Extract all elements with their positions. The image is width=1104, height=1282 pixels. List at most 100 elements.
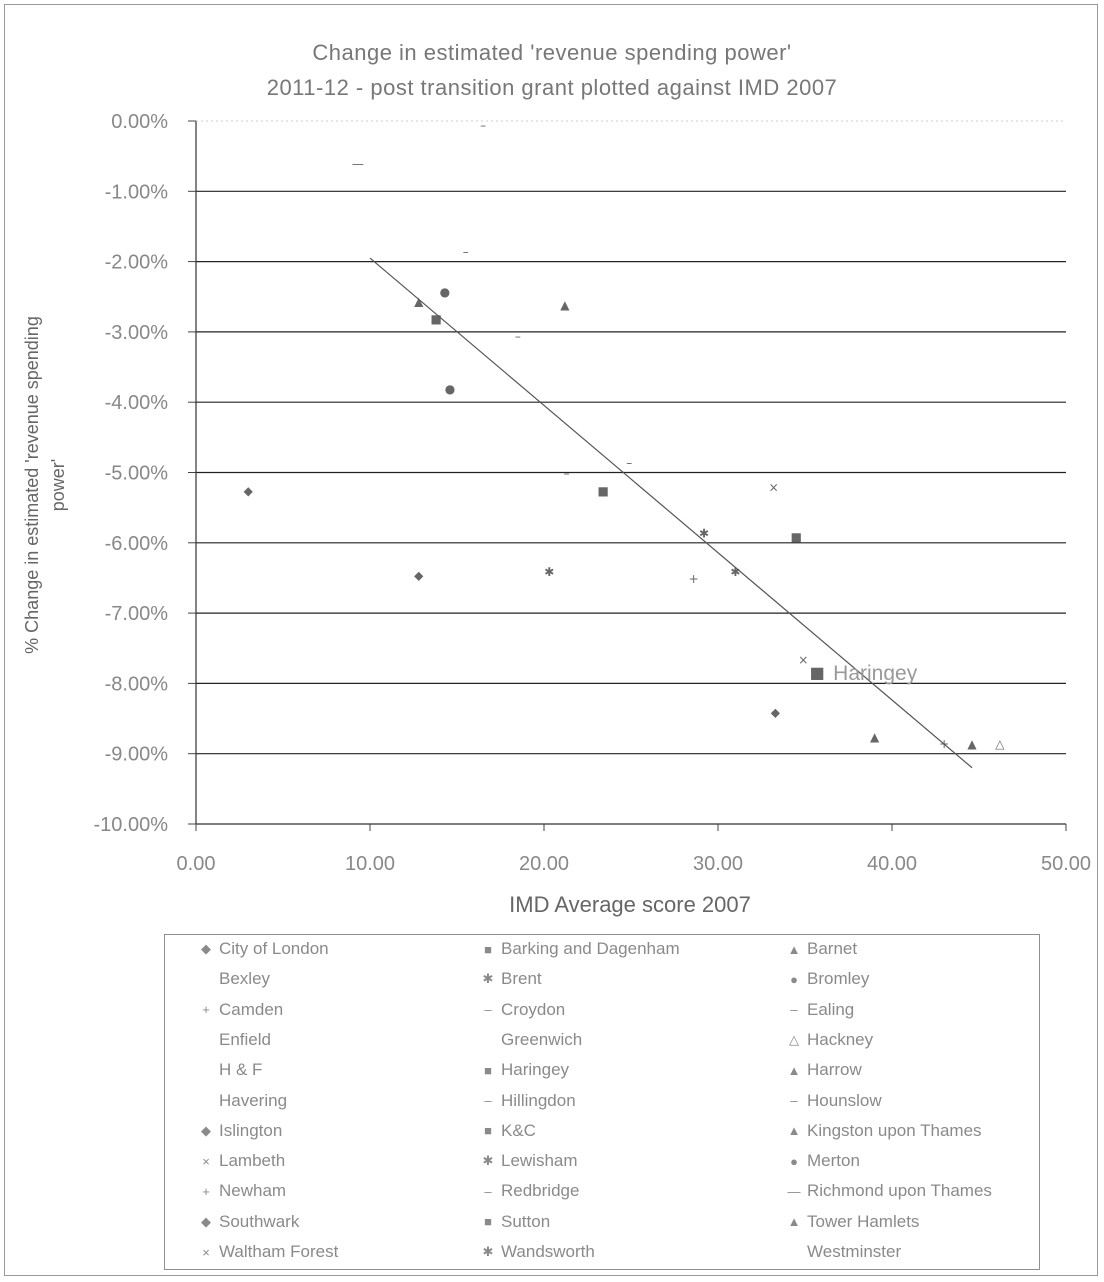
legend-label: Havering [219, 1090, 288, 1110]
legend-item-waltham-forest: × Waltham Forest [197, 1242, 338, 1262]
y-tick-label: -8.00% [105, 673, 169, 695]
legend-item-tower-hamlets: ▲ Tower Hamlets [785, 1212, 920, 1232]
point-wandsworth: ✱ [544, 565, 554, 579]
legend-label: Hounslow [807, 1090, 882, 1110]
scatter-plot: 0.00% -1.00% -2.00% -3.00% -4.00% -5.00% -6.00… [22, 111, 1092, 917]
legend-symbol: ▲ [787, 941, 801, 957]
annotation-haringey: Haringey [833, 662, 918, 685]
y-axis-label-line-1: % Change in estimated 'revenue spending [22, 316, 42, 654]
legend-item-lewisham: ✱ Lewisham [479, 1151, 578, 1171]
legend-symbol: ■ [484, 941, 492, 957]
legend-label: Richmond upon Thames [807, 1181, 992, 1201]
legend-symbol: × [202, 1244, 210, 1260]
legend-item-richmond-upon-thames: — Richmond upon Thames [785, 1181, 992, 1201]
legend-label: Bromley [807, 969, 870, 989]
legend-item-sutton: ■ Sutton [479, 1212, 550, 1232]
y-tick-label: -6.00% [105, 533, 169, 555]
legend-label: Islington [219, 1120, 283, 1140]
legend-item-brent: ✱ Brent [479, 969, 542, 989]
legend-item-hounslow: – Hounslow [785, 1090, 882, 1111]
legend-label: Southwark [219, 1211, 300, 1231]
x-tick-label: 0.00 [177, 853, 216, 875]
y-tick-label: 0.00% [111, 111, 168, 133]
legend-item-kingston-upon-thames: ▲ Kingston upon Thames [785, 1121, 982, 1141]
point-camden: + [689, 572, 699, 586]
point-tower-hamlets: ▲ [870, 730, 880, 744]
y-tick-label: -7.00% [105, 603, 169, 625]
point-city-of-london: ◆ [244, 484, 254, 498]
legend-label: Haringey [501, 1060, 570, 1080]
legend-symbol: – [790, 1093, 798, 1108]
legend-label: Hillingdon [501, 1090, 576, 1110]
legend-label: Redbridge [501, 1181, 580, 1201]
legend-item-hackney: △ Hackney [785, 1030, 873, 1050]
legend-item-haringey: ■ Haringey [479, 1060, 569, 1080]
legend-symbol: ◆ [201, 1122, 211, 1138]
legend-label: Harrow [807, 1060, 862, 1080]
legend-symbol: × [202, 1153, 210, 1169]
legend-symbol: – [484, 1183, 492, 1199]
legend-label: Sutton [501, 1211, 551, 1231]
x-tick-label: 10.00 [345, 853, 395, 875]
x-tick-label: 20.00 [519, 853, 569, 875]
legend-label: Ealing [807, 999, 855, 1019]
legend-symbol: ◆ [201, 1213, 211, 1229]
legend-symbol: ● [790, 971, 798, 987]
legend-label: Brent [501, 969, 542, 989]
legend-symbol: ● [790, 1153, 798, 1169]
point-lambeth: × [769, 481, 779, 495]
point-merton: ● [445, 382, 455, 396]
x-axis-label: IMD Average score 2007 [509, 892, 751, 917]
legend-symbol: – [484, 1002, 492, 1018]
trendline [369, 257, 973, 769]
legend-item-city-of-london: ◆ City of London [197, 939, 329, 959]
y-tick-label: -2.00% [105, 252, 169, 274]
legend-item-h-f: H & F [197, 1060, 262, 1080]
legend-item-wandsworth: ✱ Wandsworth [479, 1242, 595, 1262]
legend-item-bexley: Bexley [197, 969, 270, 989]
point-hackney: △ [995, 737, 1005, 751]
gridlines [188, 120, 1067, 831]
point-islington: ◆ [414, 568, 424, 582]
legend-symbol: ■ [484, 1123, 492, 1139]
legend-item-westminster: Westminster [785, 1242, 901, 1262]
legend-label: Kingston upon Thames [807, 1120, 982, 1140]
legend-item-bromley: ● Bromley [785, 969, 869, 989]
legend-item-croydon: – Croydon [479, 1000, 565, 1020]
legend-symbol: – [484, 1093, 492, 1108]
legend-symbol: ✱ [482, 1244, 494, 1259]
legend-label: Westminster [807, 1242, 902, 1261]
legend-item-hillingdon: – Hillingdon [479, 1090, 576, 1111]
point-harrow: ▲ [414, 294, 424, 308]
legend: ◆ City of London ■ Barking and Dagenham ▲ Bar… [164, 934, 1040, 1270]
legend-symbol: ✱ [482, 1153, 494, 1169]
legend-label: H & F [219, 1060, 263, 1080]
legend-label: Lewisham [501, 1151, 578, 1171]
point-barking-and-dagenham: ■ [791, 530, 802, 544]
point-bromley: ● [440, 285, 450, 299]
point-hillingdon: – [515, 329, 521, 343]
y-tick-label: -9.00% [105, 744, 169, 766]
tick-labels: 0.00% -1.00% -2.00% -3.00% -4.00% -5.00% -6.00… [94, 111, 1092, 875]
legend-label: Bexley [219, 969, 271, 989]
y-tick-label: -3.00% [105, 322, 169, 344]
legend-item-camden: + Camden [197, 1000, 283, 1020]
legend-item-greenwich: Greenwich [479, 1030, 582, 1050]
legend-item-southwark: ◆ Southwark [197, 1212, 299, 1232]
legend-item-ealing: – Ealing [785, 1000, 854, 1020]
legend-item-redbridge: – Redbridge [479, 1181, 579, 1201]
legend-label: Enfield [219, 1029, 271, 1049]
legend-symbol: ✱ [482, 971, 494, 987]
y-axis-label-line-2: power' [48, 459, 68, 511]
x-tick-label: 50.00 [1041, 853, 1091, 875]
legend-symbol: – [790, 1002, 798, 1018]
point-redbridge: – [463, 245, 469, 259]
legend-label: Hackney [807, 1029, 874, 1049]
point-richmond-upon-thames: — [352, 157, 364, 171]
legend-label: City of London [219, 939, 329, 958]
legend-symbol: ■ [484, 1062, 492, 1078]
legend-label: Newham [219, 1181, 287, 1201]
point-hounslow: – [626, 456, 632, 470]
y-tick-label: -10.00% [94, 814, 169, 836]
legend-symbol: ■ [484, 1214, 492, 1230]
